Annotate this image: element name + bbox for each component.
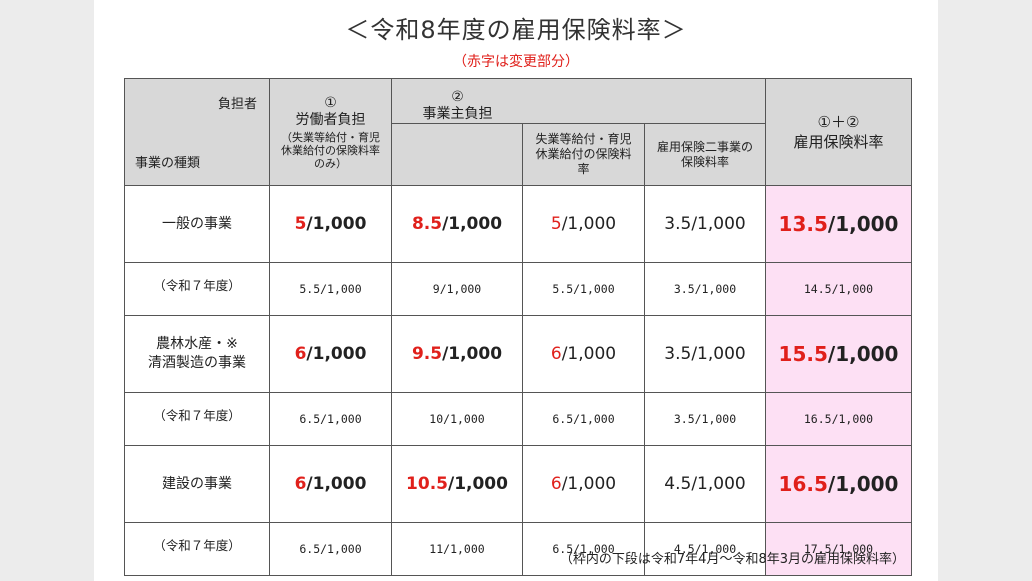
corner-top-label: 負担者	[217, 97, 257, 112]
prev-worker-rate: 6.5/1,000	[269, 392, 392, 446]
table-footnote: （枠内の下段は令和7年4月～令和8年3月の雇用保険料率）	[559, 552, 905, 567]
employer-header-num: ②	[451, 89, 464, 105]
prev-worker-rate: 5.5/1,000	[269, 262, 392, 316]
row-label: 建設の事業	[124, 445, 270, 523]
prev-employer-rate: 11/1,000	[391, 522, 523, 576]
worker-header: ① 労働者負担 （失業等給付・育児休業給付の保険料率のみ）	[269, 78, 392, 186]
benefit-header-title: 失業等給付・育児休業給付の保険料率	[535, 132, 632, 176]
worker-header-note: （失業等給付・育児休業給付の保険料率のみ）	[281, 130, 380, 170]
prev-two-projects-rate: 3.5/1,000	[644, 262, 766, 316]
employer-rate: 8.5/1,000	[391, 185, 523, 263]
total-header-title: 雇用保険料率	[793, 133, 884, 151]
two-projects-rate: 3.5/1,000	[644, 185, 766, 263]
employer-rate: 9.5/1,000	[391, 315, 523, 393]
prev-benefit-rate: 6.5/1,000	[522, 392, 645, 446]
worker-header-title: 労働者負担	[295, 111, 366, 128]
benefit-rate: 6/1,000	[522, 315, 645, 393]
prev-year-label: （令和７年度）	[124, 522, 270, 576]
prev-year-label: （令和７年度）	[124, 262, 270, 316]
prev-two-projects-rate: 3.5/1,000	[644, 392, 766, 446]
total-rate: 15.5/1,000	[765, 315, 912, 393]
prev-worker-rate: 6.5/1,000	[269, 522, 392, 576]
total-header-num: ①＋②	[817, 113, 860, 131]
worker-rate: 6/1,000	[269, 445, 392, 523]
prev-total-rate: 16.5/1,000	[765, 392, 912, 446]
total-rate: 16.5/1,000	[765, 445, 912, 523]
prev-benefit-rate: 6.5/1,000	[522, 522, 645, 576]
prev-benefit-rate: 5.5/1,000	[522, 262, 645, 316]
prev-employer-rate: 9/1,000	[391, 262, 523, 316]
corner-header: 負担者 事業の種類	[124, 78, 270, 186]
total-header: ①＋② 雇用保険料率	[765, 78, 912, 186]
prev-employer-rate: 10/1,000	[391, 392, 523, 446]
employer-header-spacer	[391, 123, 523, 186]
two-projects-rate: 4.5/1,000	[644, 445, 766, 523]
employer-header: ② 事業主負担	[391, 78, 766, 124]
change-note: （赤字は変更部分）	[453, 54, 579, 70]
prev-two-projects-rate: 4.5/1,000	[644, 522, 766, 576]
employer-header-title: 事業主負担	[422, 106, 493, 122]
row-label: 農林水産・※ 清酒製造の事業	[124, 315, 270, 393]
employer-rate: 10.5/1,000	[391, 445, 523, 523]
worker-rate: 6/1,000	[269, 315, 392, 393]
prev-year-label: （令和７年度）	[124, 392, 270, 446]
corner-bottom-label: 事業の種類	[135, 156, 201, 171]
prev-total-rate: 17.5/1,000	[765, 522, 912, 576]
worker-rate: 5/1,000	[269, 185, 392, 263]
benefit-rate: 6/1,000	[522, 445, 645, 523]
worker-header-num: ①	[324, 94, 337, 111]
row-label: 一般の事業	[124, 185, 270, 263]
benefit-rate: 5/1,000	[522, 185, 645, 263]
insurance-rate-table: 負担者 事業の種類 ① 労働者負担 （失業等給付・育児休業給付の保険料率のみ） …	[124, 78, 912, 576]
page-title: ＜令和8年度の雇用保険料率＞	[345, 16, 687, 44]
two-projects-rate: 3.5/1,000	[644, 315, 766, 393]
prev-total-rate: 14.5/1,000	[765, 262, 912, 316]
two-projects-header: 雇用保険二事業の保険料率	[644, 123, 766, 186]
benefit-header: 失業等給付・育児休業給付の保険料率	[522, 123, 645, 186]
total-rate: 13.5/1,000	[765, 185, 912, 263]
two-projects-header-title: 雇用保険二事業の保険料率	[656, 139, 753, 169]
